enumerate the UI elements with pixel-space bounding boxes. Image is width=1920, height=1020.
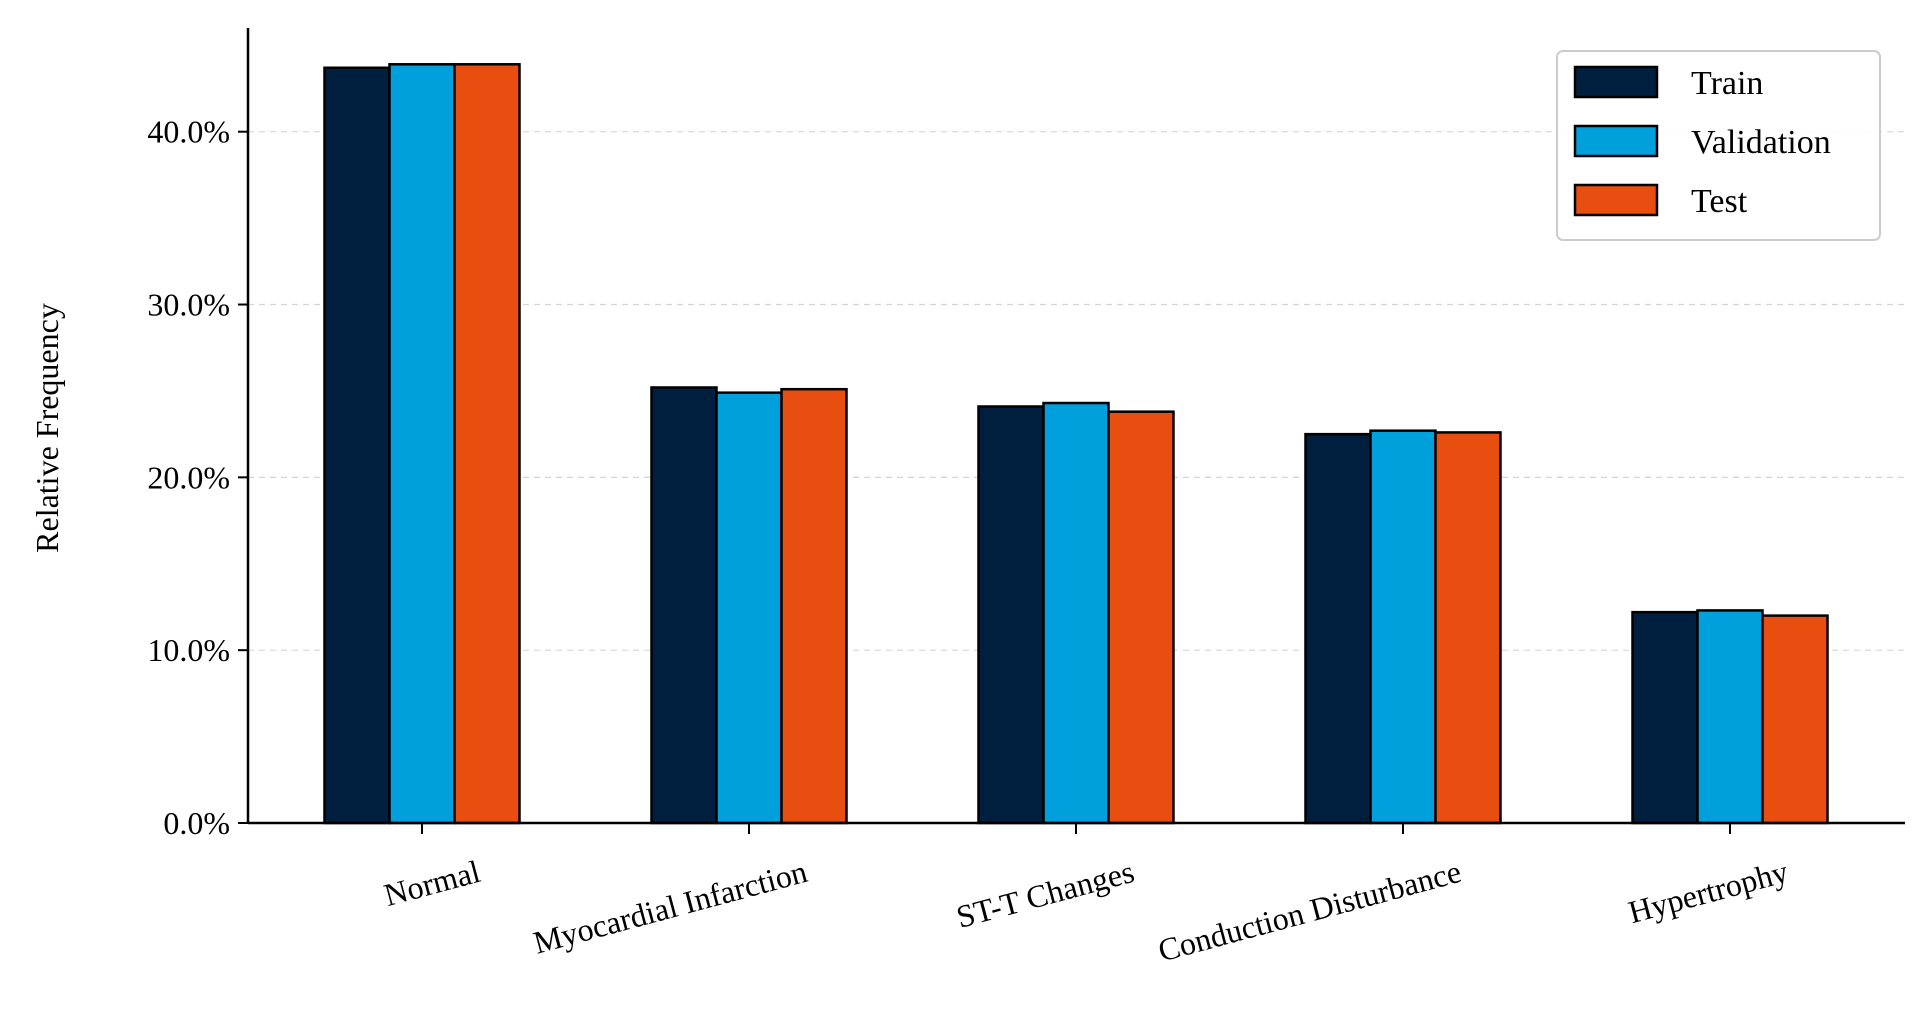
x-tick-label: Conduction Disturbance — [1154, 853, 1465, 969]
y-ticks: 0.0% 10.0% 20.0% 30.0% 40.0% — [147, 114, 248, 841]
bar-test-2 — [780, 387, 848, 825]
y-tick-label: 10.0% — [147, 632, 230, 668]
x-tick-label: Hypertrophy — [1625, 853, 1792, 930]
legend-swatch-test — [1573, 183, 1659, 217]
bar-train-1 — [323, 66, 391, 825]
bar-train-2 — [650, 386, 718, 825]
legend: Train Validation Test — [1556, 50, 1881, 241]
bar-test-1 — [453, 63, 521, 825]
legend-swatch-validation — [1573, 124, 1659, 158]
bar-validation-4 — [1369, 429, 1437, 825]
y-tick-label: 40.0% — [147, 114, 230, 150]
y-tick-label: 30.0% — [147, 287, 230, 323]
x-tick-label: ST-T Changes — [952, 853, 1137, 935]
bar-validation-5 — [1696, 609, 1764, 825]
bar-validation-2 — [715, 391, 783, 825]
legend-swatch-train — [1573, 65, 1659, 99]
x-tick-label: Normal — [380, 853, 484, 913]
legend-label-validation: Validation — [1691, 124, 1831, 161]
x-ticks: Normal Myocardial Infarction ST-T Changes C… — [380, 823, 1792, 968]
bar-train-3 — [977, 405, 1045, 825]
bar-train-5 — [1631, 610, 1699, 825]
y-tick-label: 20.0% — [147, 459, 230, 495]
bar-test-3 — [1107, 410, 1175, 825]
y-tick-label: 0.0% — [163, 805, 230, 841]
legend-label-train: Train — [1691, 65, 1763, 102]
bar-validation-3 — [1042, 401, 1110, 825]
bar-test-5 — [1761, 614, 1829, 825]
bar-validation-1 — [388, 63, 456, 825]
x-tick-label: Myocardial Infarction — [529, 853, 810, 961]
bar-test-4 — [1434, 431, 1502, 825]
y-axis-title: Relative Frequency — [29, 303, 65, 553]
legend-label-test: Test — [1691, 183, 1748, 220]
bar-train-4 — [1304, 432, 1372, 825]
